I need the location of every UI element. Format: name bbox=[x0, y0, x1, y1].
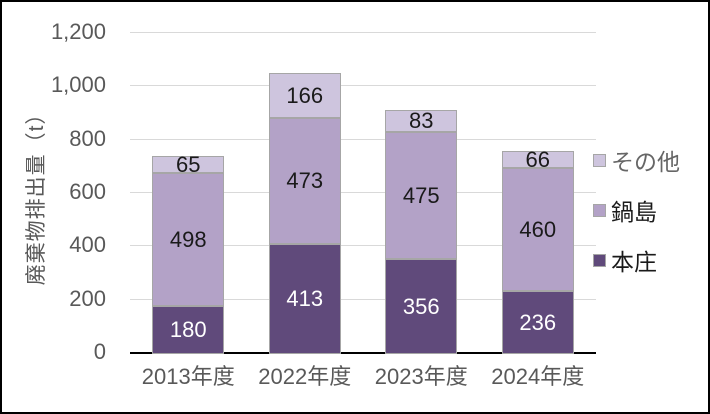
y-tick-label: 600 bbox=[69, 179, 106, 204]
bar-segment-鍋島: 460 bbox=[501, 168, 574, 292]
bar-value-label: 236 bbox=[519, 309, 557, 335]
legend-item-その他: その他 bbox=[593, 147, 680, 175]
bar-value-label: 475 bbox=[402, 182, 440, 208]
y-tick-label: 400 bbox=[69, 232, 106, 258]
x-axis-category-label: 2023年度 bbox=[374, 364, 468, 389]
legend-label: その他 bbox=[611, 149, 680, 175]
bar-value-label: 460 bbox=[519, 216, 557, 242]
gridline bbox=[130, 192, 596, 193]
bar-value-label: 66 bbox=[525, 146, 550, 172]
plot-area: 180 498 65 413 473 166 356 475 83 236 460 66 bbox=[130, 32, 596, 354]
bar-segment-その他: 66 bbox=[501, 146, 574, 172]
bar-segment-鍋島: 498 bbox=[152, 173, 225, 306]
x-axis-category-label: 2022年度 bbox=[258, 364, 352, 389]
bar-segment-本庄: 356 bbox=[385, 259, 458, 354]
bar-value-label: 180 bbox=[169, 317, 207, 342]
bar-segment-鍋島: 473 bbox=[268, 117, 341, 244]
gridline bbox=[130, 85, 596, 87]
y-tick-label: 800 bbox=[69, 125, 106, 151]
legend-color-swatch-icon bbox=[593, 203, 606, 217]
x-axis-category-label: 2013年度 bbox=[141, 364, 235, 389]
bar-segment-その他: 166 bbox=[268, 73, 341, 118]
gridline bbox=[130, 32, 596, 33]
y-tick-label: 1,000 bbox=[50, 72, 106, 98]
y-tick-label: 200 bbox=[69, 285, 106, 311]
bar-segment-鍋島: 475 bbox=[385, 132, 458, 260]
bar-value-label: 356 bbox=[402, 293, 440, 319]
y-tick-label: 1,200 bbox=[50, 19, 106, 44]
bar-value-label: 498 bbox=[169, 226, 207, 252]
legend-label: 鍋島 bbox=[611, 199, 657, 225]
gridline bbox=[130, 138, 596, 140]
x-axis-line bbox=[130, 352, 596, 354]
legend-label: 本庄 bbox=[611, 249, 657, 275]
gridline bbox=[130, 245, 596, 247]
bar-segment-本庄: 236 bbox=[501, 291, 574, 354]
legend-item-本庄: 本庄 bbox=[593, 247, 657, 275]
legend-color-swatch-icon bbox=[593, 253, 606, 267]
bar-value-label: 166 bbox=[286, 82, 324, 108]
bar-value-label: 65 bbox=[176, 151, 201, 177]
x-axis-category-label: 2024年度 bbox=[491, 364, 585, 389]
bar-segment-本庄: 180 bbox=[152, 306, 225, 354]
legend-item-鍋島: 鍋島 bbox=[593, 197, 657, 225]
bar-segment-その他: 83 bbox=[385, 108, 458, 134]
bar-value-label: 413 bbox=[286, 285, 324, 311]
bar-segment-本庄: 413 bbox=[268, 243, 341, 354]
gridline bbox=[130, 298, 596, 300]
bar-value-label: 473 bbox=[286, 167, 324, 193]
bar-value-label: 83 bbox=[409, 108, 434, 134]
legend-color-swatch-icon bbox=[593, 153, 606, 167]
y-tick-label: 0 bbox=[93, 339, 106, 364]
bar-segment-その他: 65 bbox=[152, 151, 225, 177]
